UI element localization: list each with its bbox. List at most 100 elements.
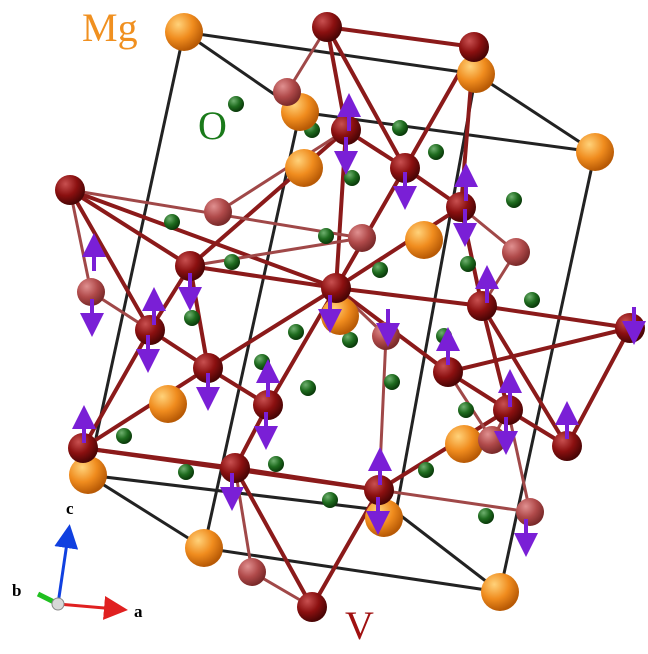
vanadium-atom	[238, 558, 266, 586]
vanadium-atom	[68, 433, 98, 463]
vanadium-atom	[273, 78, 301, 106]
cell-edge	[87, 473, 205, 550]
v-v-bond	[206, 286, 338, 370]
magnesium-atom	[576, 133, 614, 171]
label-v: V	[345, 603, 374, 648]
oxygen-atom	[322, 492, 338, 508]
vanadium-atom	[220, 453, 250, 483]
oxygen-atom	[458, 402, 474, 418]
vanadium-atom	[493, 395, 523, 425]
vanadium-atom	[433, 357, 463, 387]
v-v-bond	[68, 188, 192, 268]
vanadium-atom	[478, 426, 506, 454]
magnesium-atom	[185, 529, 223, 567]
v-v-bond-light	[216, 128, 348, 214]
axis-c-arrow	[54, 524, 79, 605]
oxygen-atom	[116, 428, 132, 444]
oxygen-atom	[184, 310, 200, 326]
v-v-bond	[446, 326, 632, 374]
vanadium-atom	[321, 273, 351, 303]
magnesium-atom	[405, 221, 443, 259]
v-v-bond	[325, 25, 407, 170]
v-v-bond-light	[377, 488, 532, 514]
label-mg: Mg	[82, 5, 138, 50]
magnesium-atom	[365, 499, 403, 537]
vanadium-atom	[312, 12, 342, 42]
oxygen-atom	[460, 256, 476, 272]
oxygen-atom	[344, 170, 360, 186]
magnesium-atom	[481, 573, 519, 611]
magnesium-atom	[321, 297, 359, 335]
magnesium-atom	[445, 425, 483, 463]
vanadium-atom	[253, 390, 283, 420]
vanadium-atom	[467, 291, 497, 321]
vanadium-atom	[459, 32, 489, 62]
vanadium-atom	[77, 278, 105, 306]
vanadium-atom	[364, 475, 394, 505]
vanadium-atom	[193, 353, 223, 383]
oxygen-atom	[428, 144, 444, 160]
oxygen-atom	[300, 380, 316, 396]
v-v-bond	[68, 188, 338, 290]
oxygen-atom	[178, 464, 194, 480]
v-v-bond	[325, 25, 476, 49]
oxygen-atom	[268, 456, 284, 472]
vanadium-atom	[135, 315, 165, 345]
vanadium-atom	[390, 153, 420, 183]
oxygen-atom	[254, 354, 270, 370]
v-v-bond-light	[506, 408, 532, 514]
vanadium-atom	[55, 175, 85, 205]
oxygen-atom	[418, 462, 434, 478]
cell-edge	[203, 546, 501, 594]
vanadium-atom	[331, 115, 361, 145]
vanadium-atom	[615, 313, 645, 343]
vanadium-atom	[446, 192, 476, 222]
magnesium-atom	[457, 55, 495, 93]
v-v-bond-light	[68, 188, 93, 294]
vanadium-atom	[175, 251, 205, 281]
vanadium-atom	[502, 238, 530, 266]
spin-arrows	[72, 93, 646, 557]
v-v-bond	[480, 304, 632, 330]
oxygen-atom	[342, 332, 358, 348]
label-o: O	[198, 103, 227, 148]
oxygen-atom	[392, 120, 408, 136]
oxygen-atom	[372, 262, 388, 278]
oxygen-atom	[318, 228, 334, 244]
oxygen-atom	[506, 192, 522, 208]
oxygen-atom	[288, 324, 304, 340]
v-v-bond	[68, 188, 152, 332]
oxygen-atom	[478, 508, 494, 524]
cell-edge	[394, 73, 478, 513]
cell-edge	[475, 72, 596, 154]
v-v-bond	[334, 286, 484, 308]
cell-edge	[202, 111, 302, 549]
oxygen-atom	[228, 96, 244, 112]
vanadium-atom	[297, 592, 327, 622]
axis-triad	[36, 524, 128, 620]
v-v-bond	[81, 366, 210, 450]
cell-edge	[395, 510, 501, 594]
cell-edge	[498, 151, 597, 593]
axis-label-a: a	[134, 602, 143, 621]
oxygen-atom	[384, 374, 400, 390]
v-v-bond	[377, 408, 510, 492]
v-v-bond	[188, 264, 338, 290]
oxygen-atom	[164, 214, 180, 230]
oxygen-atom	[224, 254, 240, 270]
v-v-bond	[334, 205, 463, 290]
oxygen-atom	[524, 292, 540, 308]
axis-label-c: c	[66, 499, 74, 518]
cell-edge	[86, 31, 186, 476]
v-v-bond	[565, 326, 632, 448]
vanadium-atom	[204, 198, 232, 226]
axis-label-b: b	[12, 581, 22, 600]
v-v-bond	[233, 466, 314, 609]
vanadium-atom	[348, 224, 376, 252]
magnesium-atom	[285, 149, 323, 187]
v-v-bond	[480, 304, 569, 448]
v-v-bond-light	[233, 466, 254, 574]
magnesium-atom	[149, 385, 187, 423]
